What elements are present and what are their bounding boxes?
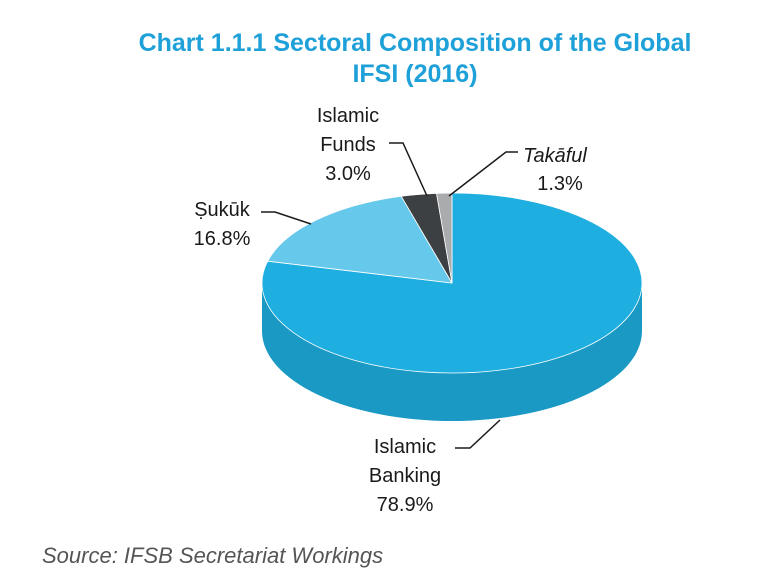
slice-label: Islamic Banking	[368, 436, 442, 487]
value-label: 3.0%	[325, 163, 371, 185]
slice-label: Takāful	[523, 145, 587, 167]
leader-lines	[261, 142, 518, 449]
leader-line	[261, 211, 312, 225]
source-note: Source: IFSB Secretariat Workings	[42, 543, 384, 568]
value-label: 1.3%	[537, 173, 583, 195]
slice-label: Islamic Funds	[316, 105, 380, 156]
value-label: 16.8%	[193, 228, 251, 250]
slice	[261, 192, 643, 374]
slice-label: Ṣukūk	[194, 199, 250, 221]
pie	[261, 192, 643, 421]
leader-line	[448, 151, 518, 197]
slice	[267, 195, 453, 284]
leader-line	[389, 142, 428, 197]
leader-line	[455, 419, 501, 449]
slice-side	[262, 283, 642, 421]
value-label: 78.9%	[376, 494, 434, 516]
chart-title: Chart 1.1.1 Sectoral Composition of the …	[138, 29, 692, 88]
